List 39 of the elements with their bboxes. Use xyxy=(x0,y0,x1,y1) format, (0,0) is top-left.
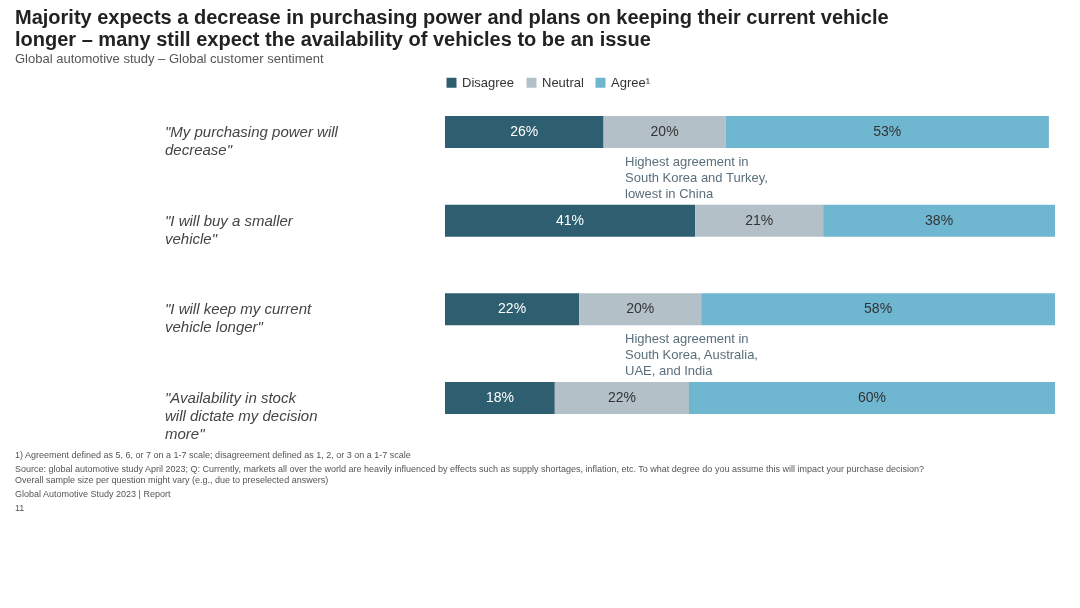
data-label: 38% xyxy=(925,211,954,228)
annotation: Highest agreement in South Korea and Turkey, lowest in China xyxy=(625,153,768,201)
text: 1) Agreement defined as 5, 6, or 7 on a 1-7 scale; disagreement defined as 1, 2, or 3 on a 1-7 scale xyxy=(15,450,411,460)
legend-label: Agree¹ xyxy=(611,74,651,90)
bar xyxy=(445,382,555,415)
bar xyxy=(701,293,1055,326)
y-tick-label: "I will buy a smaller vehicle" xyxy=(165,211,294,247)
data-label: 20% xyxy=(626,300,655,317)
data-label: 21% xyxy=(745,211,774,228)
text: Global automotive study – Global customer sentiment xyxy=(15,51,324,66)
y-tick-label: "I will keep my current vehicle longer" xyxy=(165,300,313,336)
bar xyxy=(579,293,702,326)
bar xyxy=(445,293,580,326)
y-tick-label: "My purchasing power will decrease" xyxy=(165,122,339,158)
data-label: 60% xyxy=(857,389,887,406)
data-label: 58% xyxy=(864,300,893,317)
y-tick-label: "Availability in stock will dictate my decision more" xyxy=(165,389,318,443)
source-note: Source: global automotive study April 2023; Q: Currently, markets all over the world are heavily influenced by effects such as supply shortages, inflation, etc. To what degree do you assume this will impact your purchase decision? Overall sample size per question might vary (e.g., due to preselected answers) xyxy=(15,464,924,485)
bar xyxy=(725,115,1049,148)
bar xyxy=(823,204,1055,237)
data-label: 22% xyxy=(607,389,636,406)
data-label: 18% xyxy=(485,389,514,406)
bar xyxy=(445,115,604,148)
chart-title: Majority expects a decrease in purchasing power and plans on keeping their current vehicle longer – many still expect the availability of vehicles to be an issue xyxy=(15,6,889,50)
bar xyxy=(689,382,1055,415)
bar xyxy=(695,204,824,237)
legend-label: Neutral xyxy=(542,74,585,90)
bar xyxy=(554,382,689,415)
data-label: 53% xyxy=(873,122,902,139)
data-label: 22% xyxy=(498,300,527,317)
annotation: Highest agreement in South Korea, Australia, UAE, and India xyxy=(625,331,758,379)
text: Global Automotive Study 2023 | Report xyxy=(15,489,171,499)
data-label: 20% xyxy=(650,122,679,139)
bar xyxy=(445,204,696,237)
data-label: 41% xyxy=(556,211,585,228)
legend-label: Disagree xyxy=(462,74,515,90)
text: 11 xyxy=(15,503,25,513)
bar xyxy=(603,115,726,148)
data-label: 26% xyxy=(510,122,539,139)
